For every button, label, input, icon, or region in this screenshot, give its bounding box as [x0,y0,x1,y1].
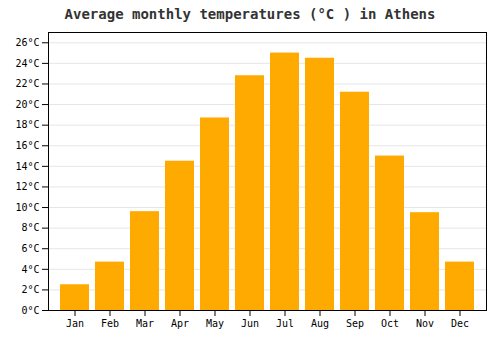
svg-text:8°C: 8°C [21,222,39,233]
svg-text:Apr: Apr [171,318,189,329]
svg-text:24°C: 24°C [15,58,39,69]
svg-text:Aug: Aug [311,318,329,329]
html-text:Average monthly temperatures (: Average monthly temperatures (°C ) in At… [64,6,436,22]
svg-text:Dec: Dec [451,318,469,329]
svg-text:Jun: Jun [241,318,259,329]
svg-text:14°C: 14°C [15,161,39,172]
svg-text:Oct: Oct [381,318,399,329]
svg-text:May: May [206,318,224,329]
svg-text:6°C: 6°C [21,243,39,254]
svg-text:Feb: Feb [101,318,119,329]
svg-text:Jan: Jan [66,318,84,329]
svg-text:20°C: 20°C [15,99,39,110]
svg-text:18°C: 18°C [15,119,39,130]
svg-text:16°C: 16°C [15,140,39,151]
svg-text:0°C: 0°C [21,305,39,316]
svg-text:Nov: Nov [416,318,434,329]
svg-text:Sep: Sep [346,318,364,329]
svg-text:12°C: 12°C [15,181,39,192]
svg-text:22°C: 22°C [15,78,39,89]
svg-text:26°C: 26°C [15,37,39,48]
svg-text:Jul: Jul [276,318,294,329]
svg-text:10°C: 10°C [15,202,39,213]
svg-text:Mar: Mar [136,318,154,329]
svg-text:4°C: 4°C [21,264,39,275]
svg-text:2°C: 2°C [21,284,39,295]
